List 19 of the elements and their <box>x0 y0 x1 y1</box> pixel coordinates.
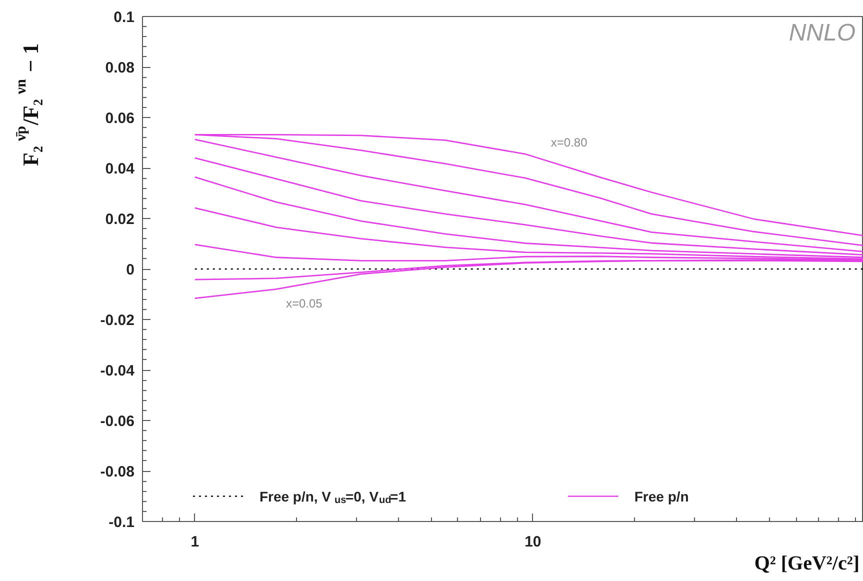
y-tick-label: 0.1 <box>114 9 135 26</box>
y-tick-label: 0.06 <box>105 110 135 127</box>
x-tick-label: 1 <box>190 534 200 550</box>
y-tick-label: -0.1 <box>108 514 135 531</box>
y-tick-label: -0.08 <box>100 464 135 480</box>
y-tick-label: 0.04 <box>105 160 136 178</box>
y-tick-label: 0.08 <box>105 60 135 76</box>
y-tick-label: -0.04 <box>100 362 136 380</box>
annotation: NNLO <box>788 20 856 46</box>
x-axis-title: Q² [GeV²/c²] <box>754 552 860 574</box>
y-tick-label: 0.02 <box>105 211 135 228</box>
annotation: x=0.80 <box>550 135 588 150</box>
x-tick-label: 10 <box>524 534 542 550</box>
annotation: x=0.05 <box>286 296 323 310</box>
y-axis-title: F₂ν̄p/F₂νn − 1 <box>13 43 43 166</box>
y-tick-label: 0 <box>126 262 134 278</box>
y-tick-label: -0.06 <box>100 413 135 430</box>
y-tick-label: -0.02 <box>100 312 135 329</box>
legend-label: Free p/n <box>634 488 689 504</box>
